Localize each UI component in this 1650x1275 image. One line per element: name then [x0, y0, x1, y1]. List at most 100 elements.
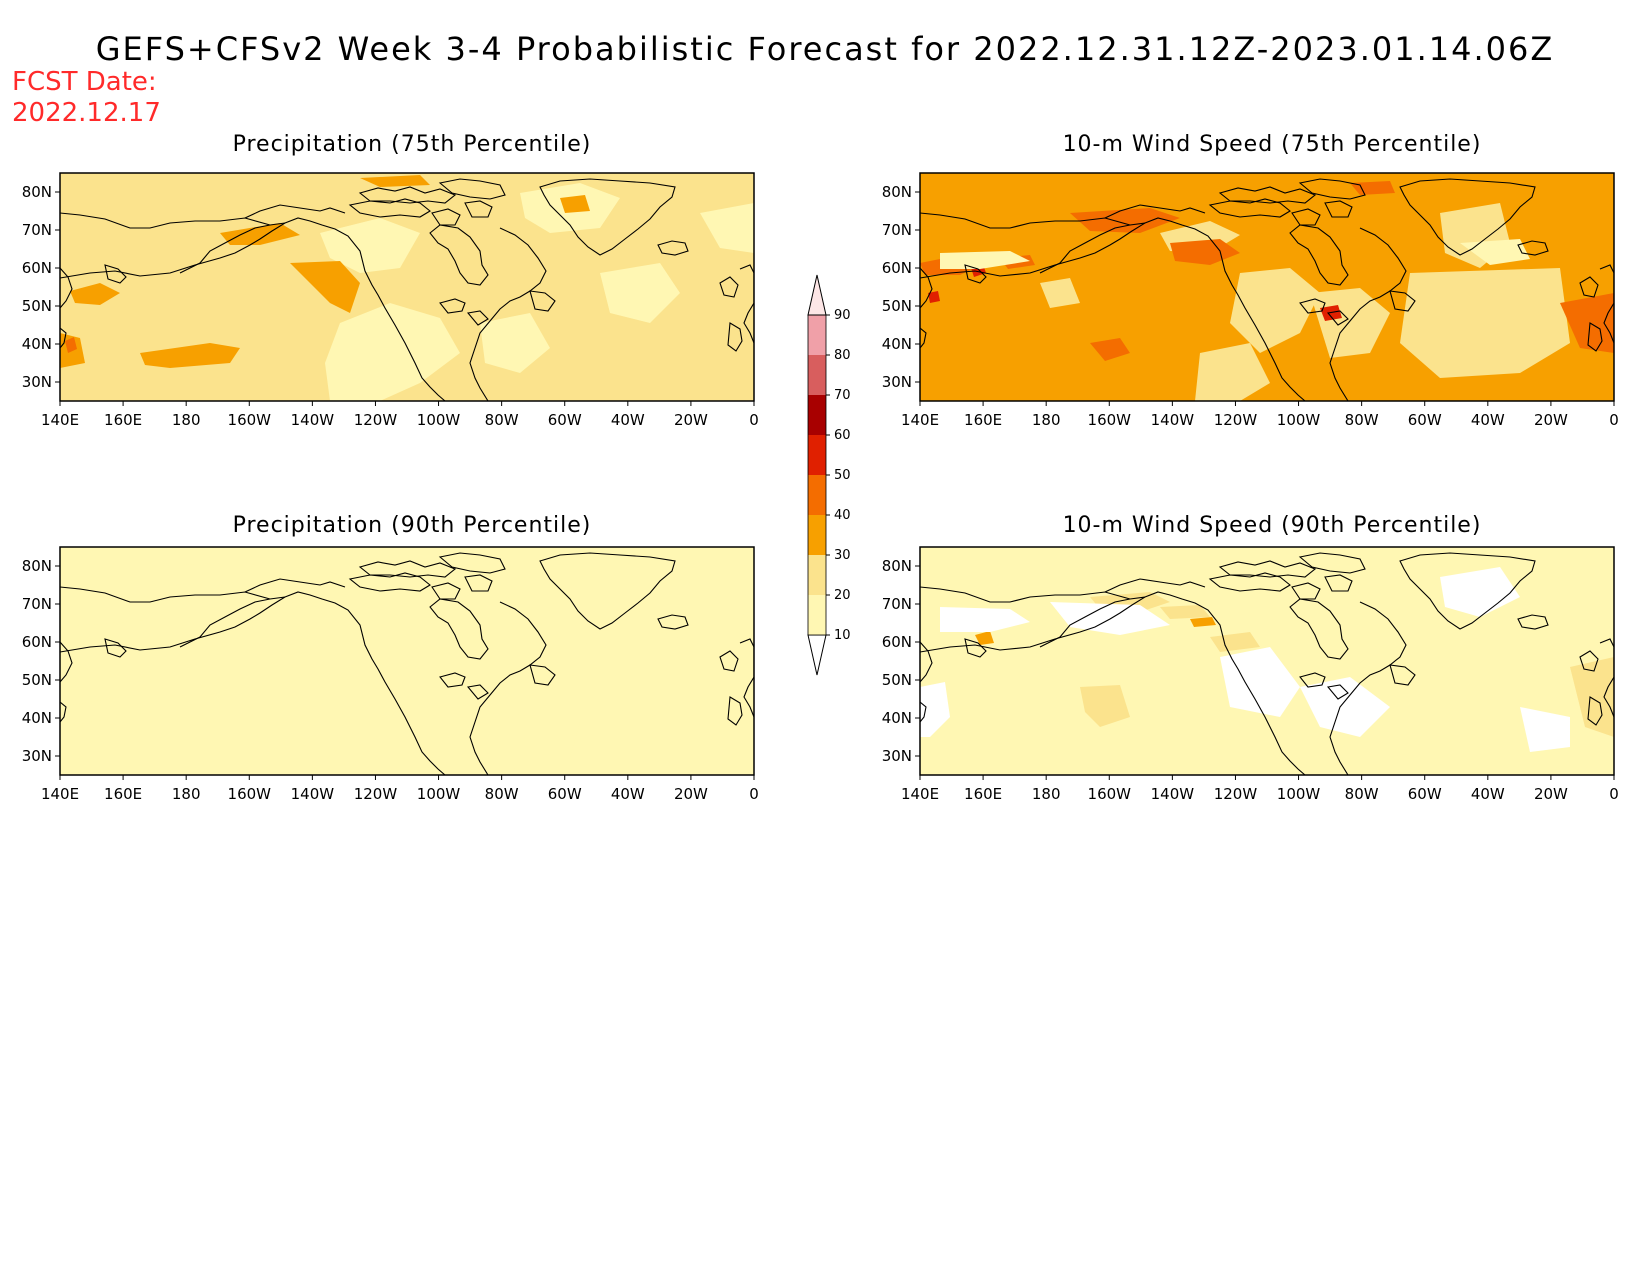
map-panel-p75: 140E 160E 180 160W 140W 120W 100W 80W 60W 40W 20W 0… — [22, 172, 759, 429]
contour-region — [940, 251, 1030, 269]
map-panel-w90: 140E 160E 180 160W 140W 120W 100W 80W 60W 40W 20W 0… — [882, 546, 1619, 803]
lon-tick-label: 160E — [104, 785, 142, 803]
lon-tick-label: 40W — [611, 785, 645, 803]
lon-tick-label: 140W — [1151, 411, 1195, 429]
lon-tick-label: 180 — [1032, 411, 1061, 429]
lat-tick-label: 60N — [22, 633, 52, 651]
colorbar-tick-label: 80 — [834, 348, 851, 363]
panel-title-p75: Precipitation (75th Percentile) — [233, 132, 592, 157]
map-frame — [59, 172, 755, 402]
contour-region — [940, 607, 1030, 632]
lat-tick-label: 30N — [882, 373, 912, 391]
map-frame — [919, 172, 1615, 402]
lat-tick-label: 70N — [882, 595, 912, 613]
lon-tick-label: 140W — [291, 411, 335, 429]
contour-region — [1230, 268, 1320, 353]
contour-region — [1460, 239, 1530, 265]
contour-region — [1570, 657, 1614, 737]
contour-region — [60, 607, 320, 707]
contour-region — [1090, 338, 1130, 361]
lat-tick-label: 70N — [882, 221, 912, 239]
lon-tick-label: 120W — [354, 411, 398, 429]
lat-tick-label: 40N — [882, 335, 912, 353]
lat-tick-label: 80N — [22, 183, 52, 201]
lon-tick-label: 80W — [485, 411, 519, 429]
contour-region — [70, 283, 120, 305]
lon-tick-label: 140E — [901, 411, 939, 429]
fcst-date-value: 2022.12.17 — [12, 98, 161, 128]
colorbar: 10 20 30 40 50 60 70 80 90 — [807, 274, 851, 676]
contour-region — [120, 562, 300, 602]
lon-tick-label: 120W — [1214, 785, 1258, 803]
lat-tick-label: 30N — [22, 373, 52, 391]
contour-region — [1070, 208, 1180, 233]
lon-tick-label: 20W — [1534, 411, 1568, 429]
colorbar-tick-label: 90 — [834, 308, 851, 323]
lon-tick-label: 180 — [1032, 785, 1061, 803]
figure-title: GEFS+CFSv2 Week 3-4 Probabilistic Foreca… — [96, 30, 1555, 68]
contour-region — [1400, 268, 1570, 378]
contour-region — [480, 313, 550, 373]
lon-tick-label: 140W — [291, 785, 335, 803]
contour-region — [1160, 605, 1210, 619]
lon-tick-label: 100W — [417, 785, 461, 803]
panel-title-p90: Precipitation (90th Percentile) — [233, 513, 592, 538]
contour-region — [1220, 647, 1300, 717]
contour-region — [470, 707, 580, 775]
lon-tick-label: 180 — [172, 785, 201, 803]
lon-tick-label: 20W — [1534, 785, 1568, 803]
lon-tick-label: 100W — [417, 411, 461, 429]
lon-tick-label: 140W — [1151, 785, 1195, 803]
lon-tick-label: 0 — [1609, 411, 1619, 429]
contour-region — [65, 337, 77, 353]
contour-region — [290, 261, 360, 313]
map-panel-w75: 140E 160E 180 160W 140W 120W 100W 80W 60W 40W 20W 0… — [882, 172, 1619, 429]
lat-tick-label: 50N — [882, 297, 912, 315]
fcst-date-label: FCST Date: — [12, 67, 157, 97]
contour-region — [1350, 181, 1395, 195]
colorbar-bin — [808, 595, 826, 635]
lat-tick-label: 30N — [882, 747, 912, 765]
lon-tick-label: 160E — [104, 411, 142, 429]
lat-tick-label: 80N — [882, 557, 912, 575]
contour-region — [320, 218, 420, 273]
lat-tick-label: 40N — [22, 335, 52, 353]
lat-tick-label: 50N — [22, 671, 52, 689]
lat-tick-label: 70N — [22, 595, 52, 613]
lon-tick-label: 160W — [1088, 785, 1132, 803]
colorbar-bin — [808, 395, 826, 435]
lon-tick-label: 160W — [228, 785, 272, 803]
lon-tick-label: 120W — [354, 785, 398, 803]
lon-tick-label: 60W — [1408, 785, 1442, 803]
contour-region — [560, 632, 754, 775]
lat-tick-label: 60N — [882, 633, 912, 651]
colorbar-tick-label: 30 — [834, 548, 851, 563]
contour-region — [220, 223, 300, 245]
lon-tick-label: 160E — [964, 411, 1002, 429]
lat-tick-label: 80N — [882, 183, 912, 201]
contour-region — [340, 555, 560, 657]
lat-tick-label: 50N — [882, 671, 912, 689]
map-panel-p90: 140E 160E 180 160W 140W 120W 100W 80W 60W 40W 20W 0… — [22, 546, 759, 803]
colorbar-tick-label: 40 — [834, 508, 851, 523]
contour-region — [1560, 293, 1614, 353]
lat-tick-label: 60N — [882, 259, 912, 277]
lon-tick-label: 40W — [1471, 411, 1505, 429]
lon-tick-label: 40W — [611, 411, 645, 429]
contour-region — [1310, 288, 1390, 358]
contour-region — [325, 303, 460, 401]
lat-tick-label: 30N — [22, 747, 52, 765]
lon-tick-label: 100W — [1277, 785, 1321, 803]
contour-region — [1080, 685, 1130, 727]
lat-tick-label: 40N — [882, 709, 912, 727]
colorbar-bin — [808, 435, 826, 475]
lon-tick-label: 140E — [41, 411, 79, 429]
contour-region — [1170, 239, 1240, 265]
contour-region — [560, 195, 590, 213]
lon-tick-label: 160E — [964, 785, 1002, 803]
colorbar-bin — [808, 315, 826, 355]
lon-tick-label: 0 — [749, 785, 759, 803]
contour-region — [1440, 567, 1520, 617]
lon-tick-label: 0 — [1609, 785, 1619, 803]
